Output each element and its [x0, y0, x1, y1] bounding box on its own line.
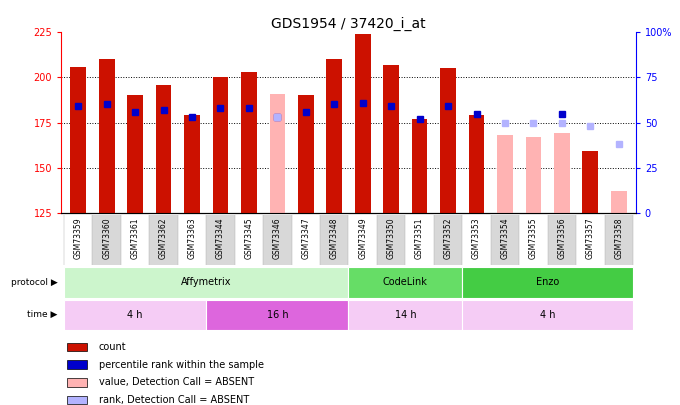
Text: GSM73358: GSM73358	[614, 217, 624, 259]
Bar	[348, 215, 377, 265]
Bar	[269, 94, 285, 213]
Bar	[298, 96, 313, 213]
Bar	[605, 215, 633, 265]
Bar	[156, 85, 171, 213]
Bar	[348, 267, 462, 298]
Bar	[67, 360, 87, 369]
Text: GSM73361: GSM73361	[131, 217, 139, 259]
Text: GSM73357: GSM73357	[585, 217, 595, 259]
Text: GSM73363: GSM73363	[188, 217, 197, 259]
Text: GSM73349: GSM73349	[358, 217, 367, 259]
Bar	[292, 215, 320, 265]
Text: 4 h: 4 h	[540, 310, 556, 320]
Bar	[64, 267, 348, 298]
Bar	[462, 300, 633, 330]
Text: GSM73354: GSM73354	[500, 217, 509, 259]
Bar	[67, 396, 87, 404]
Bar	[611, 191, 626, 213]
Text: protocol ▶: protocol ▶	[11, 278, 58, 287]
Bar	[462, 215, 491, 265]
Text: GSM73345: GSM73345	[244, 217, 254, 259]
Text: GSM73350: GSM73350	[387, 217, 396, 259]
Bar	[526, 137, 541, 213]
Bar	[583, 151, 598, 213]
Bar	[64, 215, 92, 265]
Text: GSM73344: GSM73344	[216, 217, 225, 259]
Bar	[469, 115, 484, 213]
Bar	[440, 68, 456, 213]
Text: 4 h: 4 h	[127, 310, 143, 320]
Text: percentile rank within the sample: percentile rank within the sample	[99, 360, 264, 370]
Bar	[355, 34, 371, 213]
Text: rank, Detection Call = ABSENT: rank, Detection Call = ABSENT	[99, 395, 249, 405]
Bar	[213, 77, 228, 213]
Bar	[206, 300, 348, 330]
Bar	[67, 343, 87, 351]
Bar	[326, 60, 342, 213]
Text: GSM73356: GSM73356	[558, 217, 566, 259]
Bar	[348, 300, 462, 330]
Text: GSM73351: GSM73351	[415, 217, 424, 259]
Text: GSM73346: GSM73346	[273, 217, 282, 259]
Bar	[67, 378, 87, 386]
Text: Affymetrix: Affymetrix	[181, 277, 231, 288]
Bar	[519, 215, 547, 265]
Bar	[71, 67, 86, 213]
Bar	[64, 300, 206, 330]
Text: GSM73348: GSM73348	[330, 217, 339, 259]
Bar	[497, 135, 513, 213]
Text: GSM73359: GSM73359	[73, 217, 83, 259]
Bar	[92, 215, 121, 265]
Text: Enzo: Enzo	[536, 277, 559, 288]
Bar	[576, 215, 605, 265]
Text: GSM73353: GSM73353	[472, 217, 481, 259]
Bar	[178, 215, 206, 265]
Text: GSM73362: GSM73362	[159, 217, 168, 259]
Bar	[206, 215, 235, 265]
Bar	[547, 215, 576, 265]
Text: 16 h: 16 h	[267, 310, 288, 320]
Bar	[99, 60, 114, 213]
Bar	[184, 115, 200, 213]
Bar	[462, 267, 633, 298]
Text: GSM73360: GSM73360	[102, 217, 112, 259]
Bar	[554, 133, 570, 213]
Text: value, Detection Call = ABSENT: value, Detection Call = ABSENT	[99, 377, 254, 387]
Bar	[241, 72, 257, 213]
Text: GSM73347: GSM73347	[301, 217, 310, 259]
Text: 14 h: 14 h	[394, 310, 416, 320]
Text: GSM73355: GSM73355	[529, 217, 538, 259]
Bar	[320, 215, 348, 265]
Bar	[377, 215, 405, 265]
Bar	[121, 215, 150, 265]
Bar	[405, 215, 434, 265]
Title: GDS1954 / 37420_i_at: GDS1954 / 37420_i_at	[271, 17, 426, 31]
Bar	[235, 215, 263, 265]
Bar	[263, 215, 292, 265]
Text: CodeLink: CodeLink	[383, 277, 428, 288]
Text: time ▶: time ▶	[27, 310, 58, 320]
Bar	[150, 215, 178, 265]
Bar	[412, 119, 428, 213]
Bar	[434, 215, 462, 265]
Text: count: count	[99, 342, 126, 352]
Text: GSM73352: GSM73352	[443, 217, 453, 259]
Bar	[127, 96, 143, 213]
Bar	[384, 65, 399, 213]
Bar	[491, 215, 519, 265]
